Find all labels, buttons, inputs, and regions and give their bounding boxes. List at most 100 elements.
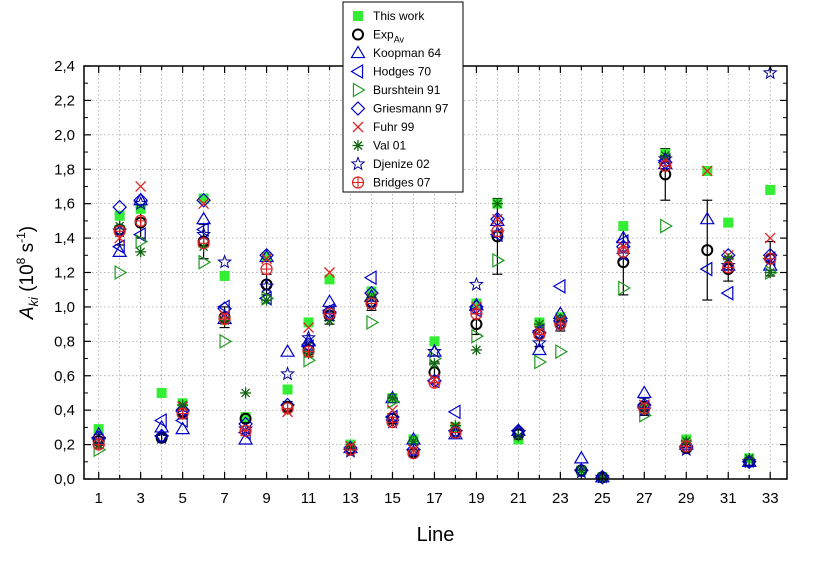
marker-square — [93, 424, 104, 435]
data-point — [175, 421, 191, 435]
series-bridges-07 — [92, 159, 777, 460]
legend-label-text: Bridges 07 — [373, 176, 431, 190]
marker-triangle-right — [219, 333, 233, 349]
marker-asterisk-line — [492, 199, 502, 209]
data-point — [196, 192, 211, 208]
y-tick-label: 2,4 — [54, 58, 75, 75]
marker-x-line — [324, 267, 335, 278]
legend-label: Val 01 — [373, 139, 406, 153]
data-point — [219, 333, 233, 349]
x-tick-label: 13 — [342, 490, 359, 507]
data-point — [468, 276, 484, 291]
marker-x-line — [198, 198, 210, 210]
x-tick-label: 1 — [95, 490, 103, 507]
marker-triangle-right — [114, 264, 128, 281]
y-tick-label: 1,0 — [54, 299, 75, 316]
data-point — [112, 244, 128, 257]
marker-asterisk-line — [744, 453, 754, 463]
marker-triangle-left — [720, 285, 734, 301]
data-point — [302, 345, 315, 358]
y-tick-label: 1,4 — [54, 230, 75, 247]
legend-label: Fuhr 99 — [373, 120, 415, 134]
y-axis-label-exponent: 8 — [14, 257, 28, 264]
legend-label: This work — [373, 9, 425, 23]
legend-marker — [350, 156, 366, 171]
data-point — [471, 298, 482, 309]
marker-star — [594, 469, 610, 484]
data-point — [261, 252, 272, 263]
series-val-01 — [93, 149, 776, 483]
data-point — [384, 409, 398, 425]
data-point — [765, 184, 776, 195]
marker-triangle-left — [153, 412, 167, 429]
y-tick-label: 2,0 — [54, 127, 75, 144]
data-point — [113, 225, 126, 238]
marker-triangle-up — [133, 192, 149, 206]
legend-label: Koopman 64 — [373, 46, 441, 60]
data-point — [701, 244, 714, 257]
legend-label-text: Hodges 70 — [373, 65, 431, 79]
legend-marker — [352, 121, 364, 133]
y-axis-label-unit-s: s — [17, 243, 38, 258]
data-point — [176, 407, 189, 420]
legend-marker — [352, 140, 364, 151]
data-point — [470, 301, 482, 313]
data-point — [636, 385, 652, 399]
marker-triangle-left — [350, 63, 364, 80]
data-point — [492, 252, 506, 269]
data-point — [135, 180, 147, 192]
legend-label-subscript: Av — [394, 35, 405, 45]
marker-diamond — [196, 192, 211, 208]
data-point — [114, 264, 128, 281]
marker-square — [261, 252, 272, 263]
marker-square — [618, 221, 629, 232]
data-point — [554, 318, 567, 331]
marker-triangle-up — [531, 342, 547, 356]
marker-circle — [701, 244, 714, 257]
x-tick-label: 31 — [720, 490, 737, 507]
data-point — [533, 318, 545, 330]
data-point — [196, 211, 212, 225]
data-point — [723, 217, 734, 228]
y-tick-label: 0,6 — [54, 368, 75, 385]
y-tick-label: 0,2 — [54, 437, 75, 454]
data-point — [198, 198, 210, 210]
legend-label: ExpAv — [373, 28, 405, 45]
data-point — [366, 314, 380, 330]
y-tick-label: 1,6 — [54, 196, 75, 213]
data-point — [240, 387, 252, 399]
data-point — [762, 65, 778, 80]
marker-triangle-up — [280, 343, 296, 357]
marker-triangle-left — [699, 261, 713, 277]
marker-x-line — [470, 301, 482, 313]
legend-label: Hodges 70 — [373, 65, 431, 79]
marker-triangle-right — [660, 218, 673, 234]
y-tick-label: 2,2 — [54, 92, 75, 109]
y-tick-label: 0,0 — [54, 471, 75, 488]
data-point — [133, 195, 149, 211]
legend-label-text: Griesmann 97 — [373, 102, 449, 116]
marker-star — [468, 276, 484, 291]
legend-label-text: This work — [373, 9, 425, 23]
marker-star — [301, 330, 316, 345]
legend-marker — [352, 28, 364, 41]
y-axis-label-symbol: A — [17, 306, 38, 320]
marker-triangle-right — [555, 344, 569, 360]
data-point — [134, 214, 147, 227]
data-point — [510, 424, 526, 439]
legend-label: Griesmann 97 — [373, 102, 449, 116]
data-point — [659, 159, 672, 172]
data-point — [281, 402, 294, 415]
x-tick-label: 3 — [136, 490, 144, 507]
marker-star — [426, 343, 442, 359]
data-point — [219, 270, 230, 281]
marker-square — [471, 298, 482, 309]
data-point — [407, 435, 419, 447]
data-point — [764, 232, 776, 244]
data-point — [552, 278, 566, 294]
x-tick-label: 29 — [678, 490, 695, 507]
marker-square — [135, 203, 146, 214]
marker-diamond — [350, 101, 366, 116]
marker-asterisk-line — [471, 345, 481, 355]
